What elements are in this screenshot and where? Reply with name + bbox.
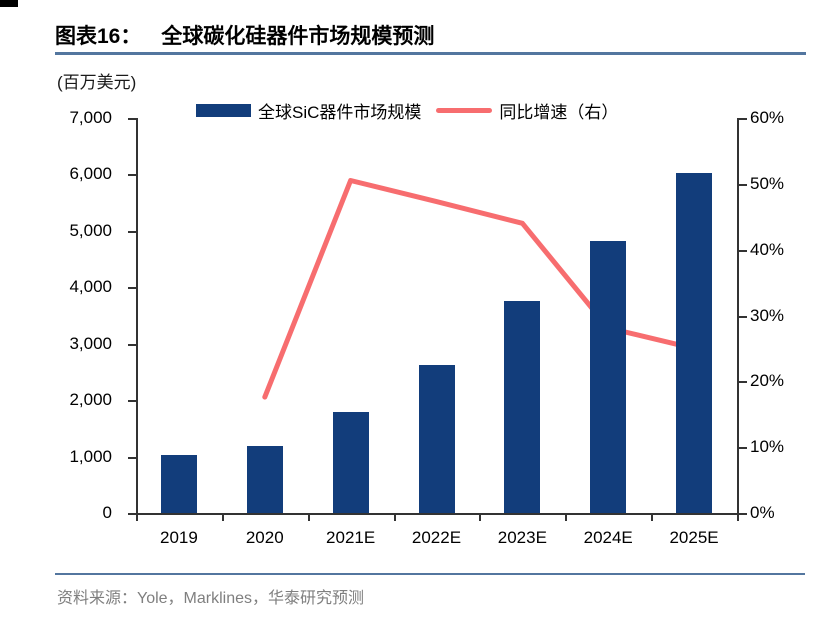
right-axis-line — [737, 118, 739, 521]
left-axis-unit-label: (百万美元) — [57, 73, 137, 92]
x-axis-tick — [479, 513, 482, 521]
left-axis-tick-label: 1,000 — [69, 446, 112, 466]
line-series-swatch — [436, 108, 493, 113]
bar-2024E — [590, 241, 627, 513]
right-axis-tick — [739, 249, 747, 252]
right-axis-tick — [739, 381, 747, 384]
left-axis-tick-label: 2,000 — [69, 390, 112, 410]
x-axis-label-2022E: 2022E — [411, 528, 462, 547]
x-axis-label-2020: 2020 — [245, 528, 284, 547]
right-axis-tick — [739, 118, 747, 120]
left-axis-tick — [128, 343, 136, 346]
x-axis-line — [128, 513, 747, 515]
right-axis-tick — [739, 447, 747, 450]
left-axis-tick-label: 4,000 — [69, 277, 112, 297]
x-axis-label-2024E: 2024E — [583, 528, 633, 547]
left-axis-tick — [128, 174, 136, 177]
figure-title: 全球碳化硅器件市场规模预测 — [161, 25, 435, 48]
x-axis-tick — [136, 513, 138, 521]
left-axis-tick-label: 7,000 — [69, 108, 112, 127]
right-axis-tick — [739, 513, 747, 515]
title-underline — [55, 52, 806, 55]
bar-2025E — [676, 173, 713, 513]
x-axis-tick — [393, 513, 396, 521]
bar-series-swatch — [196, 104, 251, 117]
bar-2020 — [246, 446, 283, 513]
x-axis-label-2021E: 2021E — [326, 528, 376, 547]
right-axis-tick-label: 10% — [750, 437, 785, 457]
x-axis-label-2023E: 2023E — [497, 528, 547, 547]
left-axis-tick — [128, 118, 136, 120]
x-axis-tick — [737, 513, 739, 521]
corner-mark — [0, 0, 18, 7]
bar-2021E — [332, 411, 369, 513]
left-axis-tick — [128, 287, 136, 290]
x-axis-label-2025E: 2025E — [669, 528, 719, 547]
source-divider — [55, 573, 805, 575]
legend-label-market-size: 全球SiC器件市场规模 — [258, 103, 422, 122]
right-axis-tick-label: 20% — [750, 371, 785, 391]
x-axis-tick — [651, 513, 654, 521]
left-axis-tick-label: 0 — [102, 503, 112, 522]
bar-2022E — [418, 365, 455, 513]
right-axis-tick — [739, 315, 747, 318]
source-note: 资料来源：Yole，Marklines，华泰研究预测 — [57, 590, 365, 607]
right-axis-tick-label: 30% — [750, 305, 785, 325]
left-axis-tick-label: 3,000 — [69, 333, 112, 353]
legend-item-growth: 同比增速（右） — [436, 98, 618, 123]
growth-line — [262, 178, 697, 400]
figure-header: 图表16： 全球碳化硅器件市场规模预测 — [55, 20, 815, 50]
x-axis-tick — [221, 513, 224, 521]
left-axis-tick-label: 5,000 — [69, 220, 112, 240]
x-axis-label-2019: 2019 — [160, 528, 198, 547]
left-axis-line — [136, 118, 138, 521]
x-axis-tick — [565, 513, 568, 521]
right-axis-tick-label: 0% — [750, 503, 775, 522]
left-axis-tick — [128, 400, 136, 403]
legend-label-growth: 同比增速（右） — [499, 103, 619, 122]
right-axis-tick-label: 40% — [750, 239, 785, 259]
left-axis-tick — [128, 230, 136, 233]
chart-legend: 全球SiC器件市场规模 同比增速（右） — [196, 98, 618, 123]
figure-label: 图表16： — [55, 25, 142, 48]
bar-2019 — [160, 455, 197, 513]
right-axis-tick-label: 50% — [750, 173, 785, 193]
legend-item-market-size: 全球SiC器件市场规模 — [196, 98, 421, 123]
bar-2023E — [504, 300, 541, 513]
left-axis-tick — [128, 456, 136, 459]
right-axis-tick-label: 60% — [750, 108, 785, 127]
right-axis-tick — [739, 183, 747, 186]
left-axis-tick-label: 6,000 — [69, 164, 112, 184]
left-axis-tick — [128, 513, 136, 515]
x-axis-tick — [307, 513, 310, 521]
